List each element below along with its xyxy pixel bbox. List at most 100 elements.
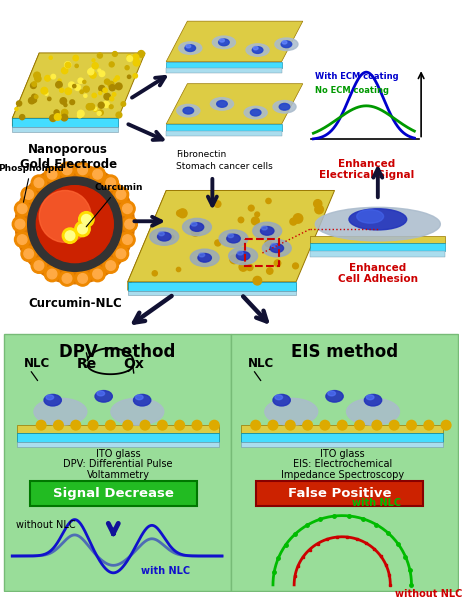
Circle shape (112, 93, 116, 96)
Circle shape (192, 421, 202, 430)
Circle shape (265, 240, 272, 246)
Text: Curcumin: Curcumin (86, 183, 143, 227)
Text: Enhanced
Cell Adhesion: Enhanced Cell Adhesion (338, 263, 418, 284)
Polygon shape (310, 243, 445, 251)
Circle shape (315, 205, 323, 214)
Circle shape (32, 98, 36, 103)
Circle shape (88, 69, 94, 75)
Circle shape (78, 114, 82, 118)
Circle shape (176, 267, 181, 271)
Circle shape (75, 271, 91, 286)
Circle shape (115, 83, 122, 90)
Circle shape (123, 235, 132, 245)
Circle shape (97, 111, 101, 115)
Circle shape (285, 421, 295, 430)
Circle shape (266, 198, 271, 203)
Polygon shape (12, 53, 145, 118)
Circle shape (355, 421, 365, 430)
Text: ITO glass: ITO glass (320, 449, 365, 459)
Ellipse shape (46, 395, 54, 399)
Circle shape (109, 97, 114, 101)
Text: NLC: NLC (24, 357, 50, 370)
Text: Re: Re (77, 357, 98, 371)
Ellipse shape (252, 47, 263, 53)
Ellipse shape (328, 391, 336, 396)
Circle shape (82, 214, 91, 224)
Circle shape (32, 94, 37, 100)
Circle shape (252, 217, 259, 225)
Circle shape (157, 421, 167, 430)
Circle shape (92, 63, 98, 69)
Circle shape (51, 75, 55, 79)
Circle shape (106, 178, 116, 188)
Circle shape (18, 204, 27, 214)
Ellipse shape (326, 390, 343, 402)
Circle shape (113, 187, 128, 202)
Circle shape (123, 421, 133, 430)
Circle shape (109, 105, 113, 109)
Ellipse shape (273, 101, 296, 113)
Circle shape (74, 84, 81, 90)
Text: False Positive: False Positive (288, 487, 391, 500)
Circle shape (35, 73, 38, 76)
Circle shape (90, 266, 105, 282)
Circle shape (21, 246, 36, 262)
Circle shape (75, 162, 91, 178)
Circle shape (314, 200, 322, 208)
Polygon shape (17, 441, 219, 447)
Ellipse shape (229, 247, 257, 265)
Circle shape (35, 76, 41, 82)
Circle shape (62, 274, 72, 283)
Polygon shape (166, 131, 282, 135)
Circle shape (424, 421, 434, 430)
Circle shape (98, 102, 104, 108)
Text: No ECM coating: No ECM coating (315, 86, 389, 95)
Circle shape (114, 79, 117, 81)
Circle shape (34, 72, 40, 79)
Text: Signal Decrease: Signal Decrease (53, 487, 174, 500)
Bar (304, 61, 438, 147)
Circle shape (41, 87, 47, 94)
Circle shape (62, 109, 68, 116)
Circle shape (73, 84, 76, 88)
Ellipse shape (212, 36, 236, 49)
Ellipse shape (111, 398, 164, 425)
Ellipse shape (217, 101, 227, 107)
Text: without NLC: without NLC (16, 520, 76, 531)
Polygon shape (241, 441, 443, 447)
Circle shape (372, 421, 382, 430)
Circle shape (441, 421, 451, 430)
Circle shape (320, 421, 330, 430)
Circle shape (103, 175, 118, 191)
Polygon shape (128, 282, 296, 291)
FancyBboxPatch shape (4, 334, 231, 591)
Circle shape (178, 209, 187, 218)
Ellipse shape (346, 398, 400, 425)
Circle shape (248, 205, 254, 211)
Circle shape (255, 212, 260, 217)
Circle shape (55, 114, 61, 120)
Circle shape (104, 79, 109, 84)
Circle shape (407, 421, 416, 430)
Circle shape (109, 62, 114, 67)
Circle shape (88, 421, 98, 430)
Circle shape (127, 55, 131, 59)
Circle shape (36, 186, 113, 263)
Ellipse shape (262, 226, 267, 230)
Ellipse shape (183, 107, 193, 114)
Circle shape (274, 260, 281, 266)
Circle shape (152, 271, 157, 276)
Ellipse shape (190, 223, 204, 231)
Ellipse shape (253, 46, 258, 50)
Circle shape (86, 104, 92, 110)
Polygon shape (128, 191, 335, 282)
Polygon shape (241, 425, 443, 433)
Circle shape (75, 64, 78, 67)
Ellipse shape (210, 98, 234, 110)
Ellipse shape (44, 395, 61, 406)
Polygon shape (128, 291, 296, 296)
Ellipse shape (275, 395, 283, 399)
Circle shape (62, 228, 78, 243)
Polygon shape (128, 191, 166, 291)
Polygon shape (166, 84, 303, 124)
